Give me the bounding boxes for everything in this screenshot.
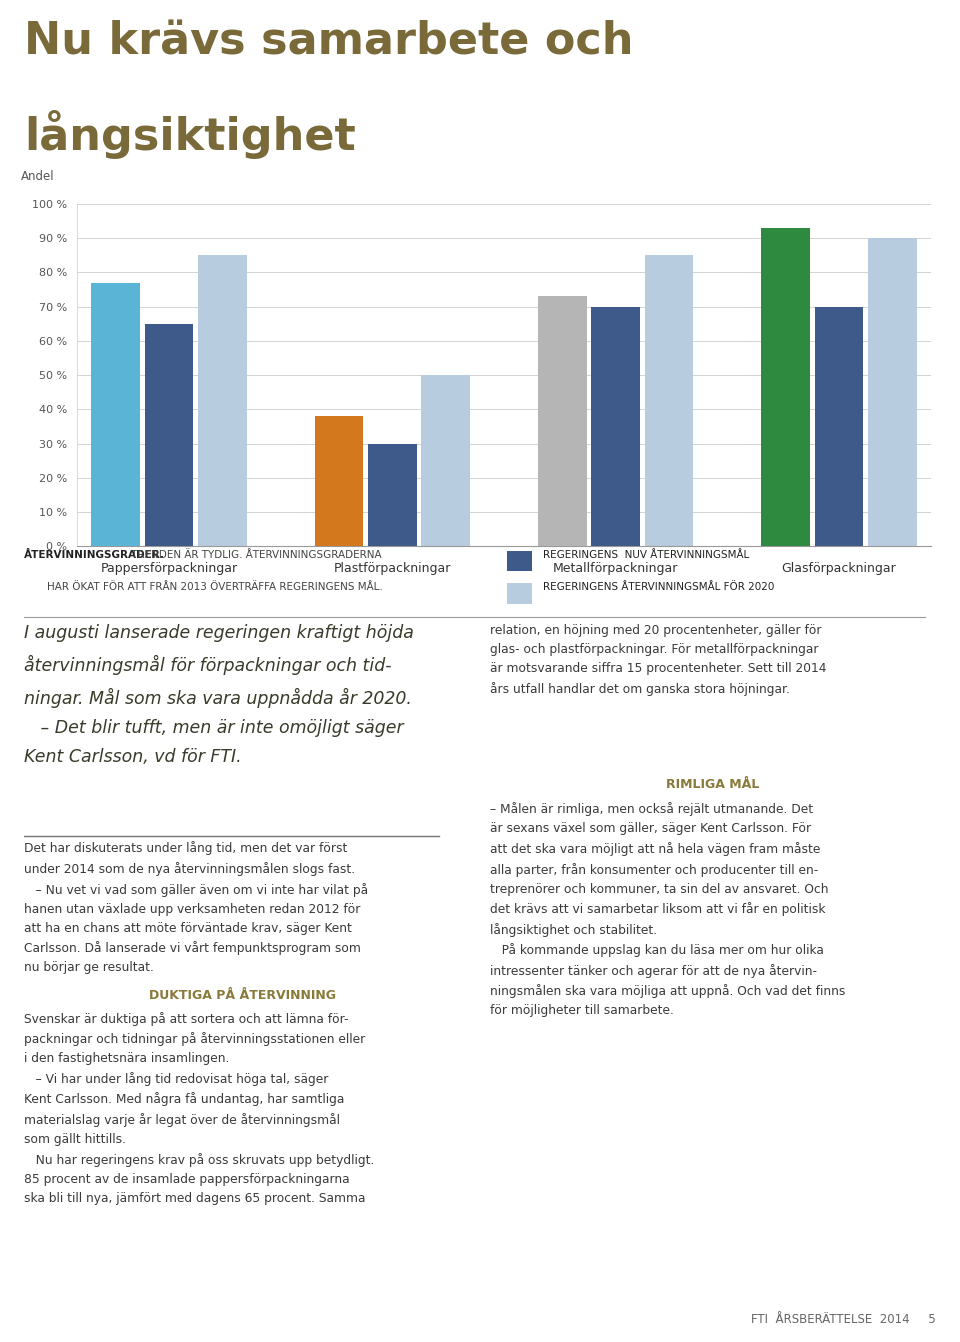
- Text: Andel: Andel: [21, 170, 55, 184]
- Bar: [815, 306, 863, 546]
- Text: relation, en höjning med 20 procentenheter, gäller för
glas- och plastförpacknin: relation, en höjning med 20 procentenhet…: [490, 624, 827, 695]
- Text: Det har diskuterats under lång tid, men det var först
under 2014 som de nya åter: Det har diskuterats under lång tid, men …: [24, 841, 368, 974]
- Bar: [315, 416, 363, 546]
- Text: ÅTERVINNINGSGRADER.: ÅTERVINNINGSGRADER.: [24, 550, 165, 560]
- Bar: [507, 550, 532, 572]
- Bar: [538, 297, 587, 546]
- Bar: [591, 306, 640, 546]
- Text: Svenskar är duktiga på att sortera och att lämna för-
packningar och tidningar p: Svenskar är duktiga på att sortera och a…: [24, 1012, 374, 1205]
- Bar: [145, 323, 193, 546]
- Bar: [91, 283, 140, 546]
- Bar: [868, 239, 917, 546]
- Bar: [645, 255, 693, 546]
- Text: HAR ÖKAT FÖR ATT FRÅN 2013 ÖVERTRÄFFA REGERINGENS MÅL.: HAR ÖKAT FÖR ATT FRÅN 2013 ÖVERTRÄFFA RE…: [46, 582, 382, 592]
- Text: RIMLIGA MÅL: RIMLIGA MÅL: [666, 778, 759, 790]
- Text: TRENDEN ÄR TYDLIG. ÅTERVINNINGSGRADERNA: TRENDEN ÄR TYDLIG. ÅTERVINNINGSGRADERNA: [128, 550, 381, 560]
- Text: långsiktighet: långsiktighet: [24, 110, 356, 158]
- Text: DUKTIGA PÅ ÅTERVINNING: DUKTIGA PÅ ÅTERVINNING: [149, 989, 336, 1002]
- Text: REGERINGENS ÅTERVINNINGSMÅL FÖR 2020: REGERINGENS ÅTERVINNINGSMÅL FÖR 2020: [543, 582, 775, 592]
- Text: REGERINGENS  NUV ÅTERVINNINGSMÅL: REGERINGENS NUV ÅTERVINNINGSMÅL: [543, 550, 749, 560]
- Text: FTI  ÅRSBERÄTTELSE  2014     5: FTI ÅRSBERÄTTELSE 2014 5: [752, 1312, 936, 1326]
- Bar: [507, 582, 532, 604]
- Bar: [368, 443, 417, 546]
- Text: Nu krävs samarbete och: Nu krävs samarbete och: [24, 20, 634, 63]
- Bar: [761, 228, 810, 546]
- Bar: [421, 374, 470, 546]
- Bar: [198, 255, 247, 546]
- Text: – Målen är rimliga, men också rejält utmanande. Det
är sexans växel som gäller, : – Målen är rimliga, men också rejält utm…: [490, 803, 845, 1017]
- Text: I augusti lanserade regeringen kraftigt höjda
återvinningsmål för förpackningar : I augusti lanserade regeringen kraftigt …: [24, 624, 414, 766]
